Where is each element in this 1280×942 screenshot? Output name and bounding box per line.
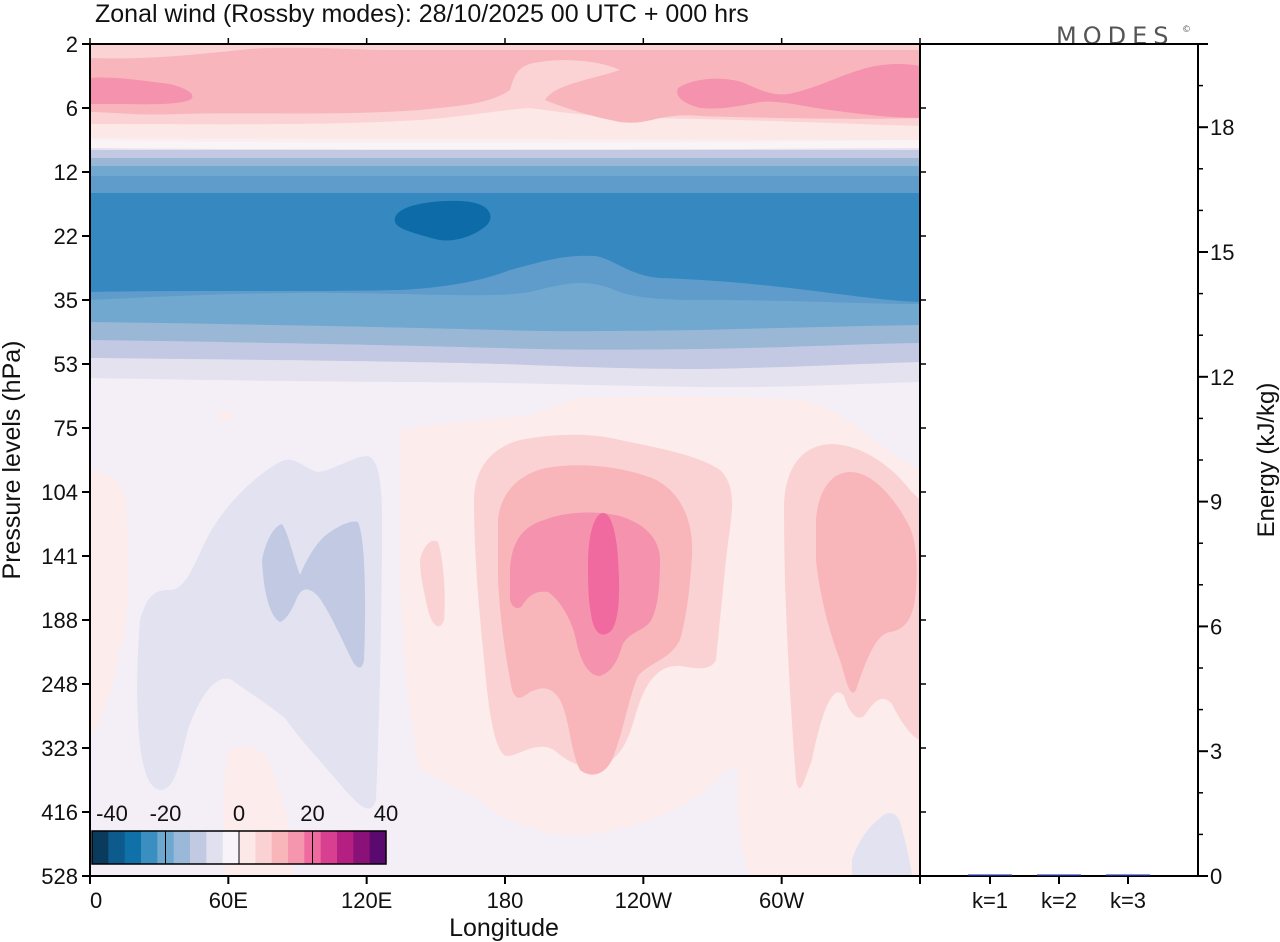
colorbar-swatch xyxy=(353,831,371,864)
y-tick-label: 2 xyxy=(66,32,78,57)
energy-tick-label: 3 xyxy=(1210,739,1222,764)
x-tick-label: 0 xyxy=(90,888,102,913)
y-tick-label: 141 xyxy=(41,544,78,569)
energy-axis: 0 3 6 9 12 15 18 xyxy=(1198,43,1234,889)
energy-panel-frame xyxy=(919,43,1199,877)
tropospheric-positive-jet xyxy=(420,434,733,775)
y-axis-pressure: 2 6 12 22 35 53 75 104 141 188 248 323 416 528 xyxy=(41,32,926,889)
energy-tick-label: 0 xyxy=(1210,864,1222,889)
y-tick-label: 528 xyxy=(41,864,78,889)
contour-pos-10-east xyxy=(816,472,917,693)
energy-axis-label: Energy (kJ/kg) xyxy=(1253,383,1280,538)
colorbar-swatch xyxy=(124,831,142,864)
colorbar-tick-label: 0 xyxy=(233,801,245,826)
colorbar-swatch xyxy=(255,831,273,864)
energy-tick-label: 9 xyxy=(1210,490,1222,515)
colorbar-tick-label: 40 xyxy=(374,801,398,826)
colorbar-swatch xyxy=(337,831,354,864)
x-tick-label: 180 xyxy=(487,888,524,913)
colorbar-tick-label: 20 xyxy=(300,801,324,826)
x-tick-label: 60W xyxy=(759,888,804,913)
energy-bars: k=1 k=2 k=3 xyxy=(968,874,1150,913)
energy-category-label: k=1 xyxy=(972,888,1008,913)
contour-pos-20-left xyxy=(90,77,193,105)
modes-logo: MODES © xyxy=(1056,22,1197,50)
contour-pos-15-jet xyxy=(510,512,660,676)
y-tick-label: 323 xyxy=(41,736,78,761)
contour-pos-20-jet xyxy=(588,513,620,635)
x-tick-label: 60E xyxy=(209,888,248,913)
colorbar-swatch xyxy=(206,831,224,864)
y-axis-label: Pressure levels (hPa) xyxy=(0,341,26,580)
colorbar-swatch xyxy=(141,831,158,864)
energy-category-label: k=2 xyxy=(1041,888,1077,913)
y-tick-label: 248 xyxy=(41,672,78,697)
logo-text: MODES xyxy=(1056,22,1174,50)
colorbar-swatch xyxy=(190,831,207,864)
contour-pos-5-small-left xyxy=(420,540,445,627)
colorbar-swatch xyxy=(271,831,289,864)
energy-tick-label: 6 xyxy=(1210,614,1222,639)
colorbar-swatch xyxy=(288,831,305,864)
y-tick-label: 53 xyxy=(54,352,78,377)
contour-neg-0-bottom-right xyxy=(852,813,912,876)
y-tick-label: 75 xyxy=(54,416,78,441)
colorbar-swatch xyxy=(369,831,387,864)
contour-field xyxy=(90,44,920,876)
colorbar-swatch xyxy=(108,831,126,864)
colorbar-tick-label: -20 xyxy=(150,801,182,826)
energy-tick-label: 15 xyxy=(1210,240,1234,265)
y-tick-label: 35 xyxy=(54,288,78,313)
y-tick-label: 188 xyxy=(41,608,78,633)
contour-pos-0-small-dot xyxy=(218,410,232,422)
energy-bar xyxy=(1106,874,1150,876)
tropospheric-positive-east xyxy=(784,444,920,789)
y-tick-label: 6 xyxy=(66,96,78,121)
contour-pos-0-left-edge xyxy=(90,470,129,740)
energy-bar xyxy=(1037,874,1081,876)
y-tick-label: 22 xyxy=(54,224,78,249)
y-tick-label: 104 xyxy=(41,480,78,505)
x-axis-longitude: 0 60E 120E 180 120W 60W xyxy=(89,38,921,913)
colorbar-swatch xyxy=(92,831,109,864)
x-tick-label: 120E xyxy=(341,888,392,913)
y-tick-label: 12 xyxy=(54,160,78,185)
upper-positive-band xyxy=(90,44,920,150)
chart-title: Zonal wind (Rossby modes): 28/10/2025 00… xyxy=(95,0,749,28)
x-tick-label: 120W xyxy=(615,888,673,913)
energy-tick-label: 12 xyxy=(1210,365,1234,390)
energy-category-label: k=3 xyxy=(1110,888,1146,913)
colorbar-swatch xyxy=(222,831,240,864)
colorbar: -40 -20 0 20 40 xyxy=(91,801,398,865)
colorbar-swatch xyxy=(320,831,338,864)
logo-mark: © xyxy=(1182,25,1197,35)
contour-pos-20-right xyxy=(677,64,920,118)
energy-tick-label: 18 xyxy=(1210,115,1234,140)
colorbar-swatch xyxy=(173,831,191,864)
x-axis-label: Longitude xyxy=(449,914,559,942)
stratospheric-negative-band xyxy=(90,143,920,388)
contour-neg-5-trop xyxy=(262,521,366,668)
y-tick-label: 416 xyxy=(41,800,78,825)
energy-bar xyxy=(968,874,1012,876)
contour-neg-30 xyxy=(394,200,491,241)
contour-upper-white-gap xyxy=(90,140,920,150)
colorbar-tick-label: -40 xyxy=(96,801,128,826)
colorbar-swatch xyxy=(239,831,256,864)
contour-neg-25 xyxy=(90,193,920,302)
tropospheric-negative-region xyxy=(137,456,912,876)
